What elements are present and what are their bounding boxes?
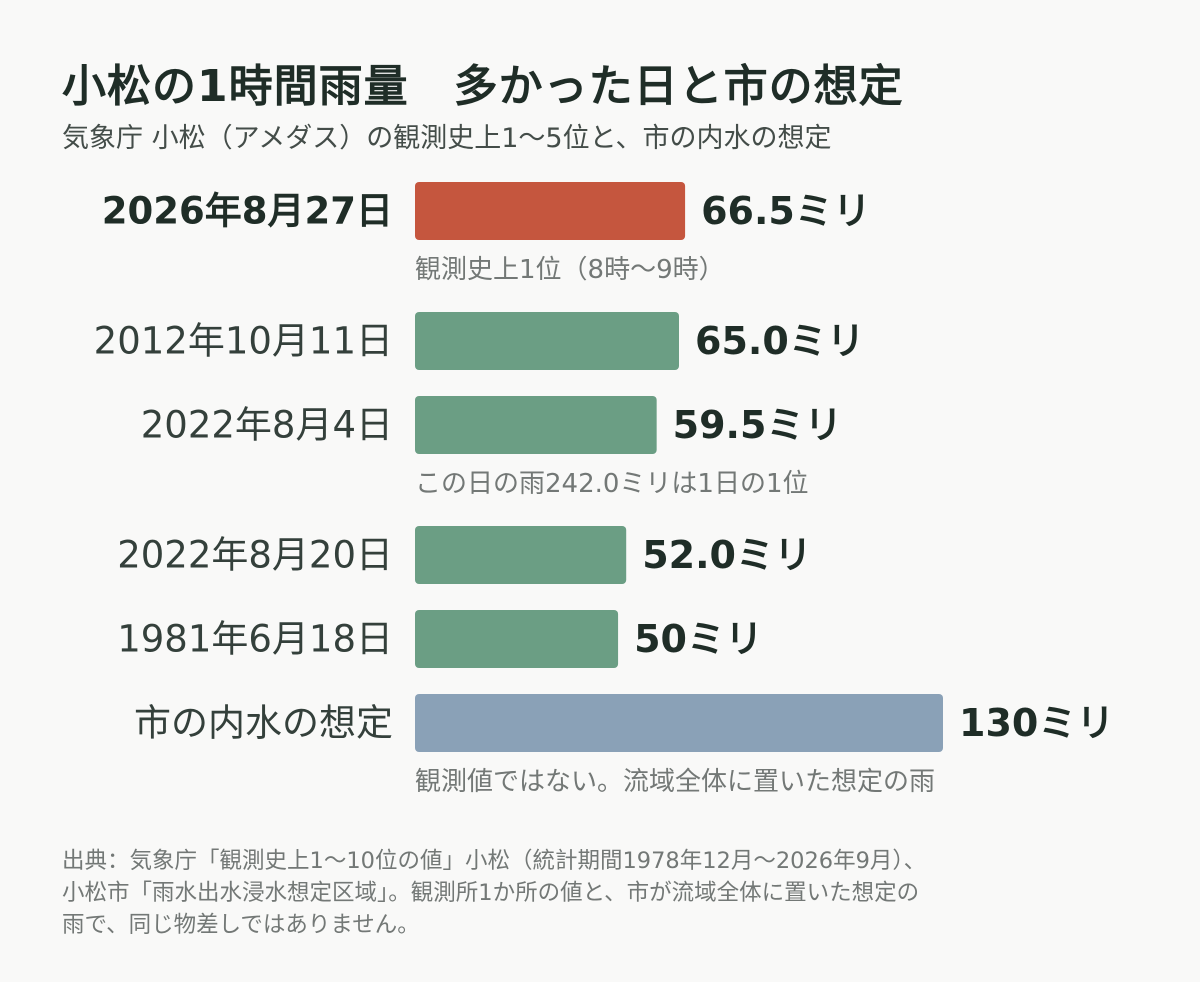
- chart-subtitle: 気象庁 小松（アメダス）の観測史上1～5位と、市の内水の想定: [62, 123, 832, 154]
- category-label: 2022年8月4日: [141, 404, 393, 447]
- value-label: 65.0ミリ: [695, 319, 865, 363]
- category-label: 2022年8月20日: [117, 534, 393, 577]
- bar-note: 観測史上1位（8時～9時）: [415, 255, 725, 285]
- category-label: 2012年10月11日: [94, 320, 393, 363]
- bar-note: この日の雨242.0ミリは1日の1位: [415, 469, 809, 499]
- category-label: 市の内水の想定: [134, 702, 393, 745]
- bar: [415, 526, 627, 584]
- value-label: 59.5ミリ: [673, 403, 843, 447]
- value-label: 52.0ミリ: [642, 533, 812, 577]
- value-label: 66.5ミリ: [701, 189, 871, 233]
- bar: [415, 396, 657, 454]
- bar: [415, 182, 686, 240]
- category-label: 2026年8月27日: [102, 190, 393, 233]
- category-label: 1981年6月18日: [117, 618, 393, 661]
- value-label: 130ミリ: [959, 701, 1114, 745]
- bar: [415, 610, 619, 668]
- value-label: 50ミリ: [634, 617, 763, 661]
- source-line-1: 出典：気象庁「観測史上1～10位の値」小松（統計期間1978年12月～2026年…: [62, 848, 927, 874]
- source-line-2: 小松市「雨水出水浸水想定区域」。観測所1か所の値と、市が流域全体に置いた想定の: [62, 880, 920, 907]
- bar: [415, 312, 679, 370]
- bar: [415, 694, 943, 752]
- bar-note: 観測値ではない。流域全体に置いた想定の雨: [415, 767, 935, 797]
- source-note: 出典：気象庁「観測史上1～10位の値」小松（統計期間1978年12月～2026年…: [62, 845, 1152, 942]
- source-line-3: 雨で、同じ物差しではありません。: [62, 912, 420, 939]
- chart-title: 小松の1時間雨量 多かった日と市の想定: [62, 61, 904, 112]
